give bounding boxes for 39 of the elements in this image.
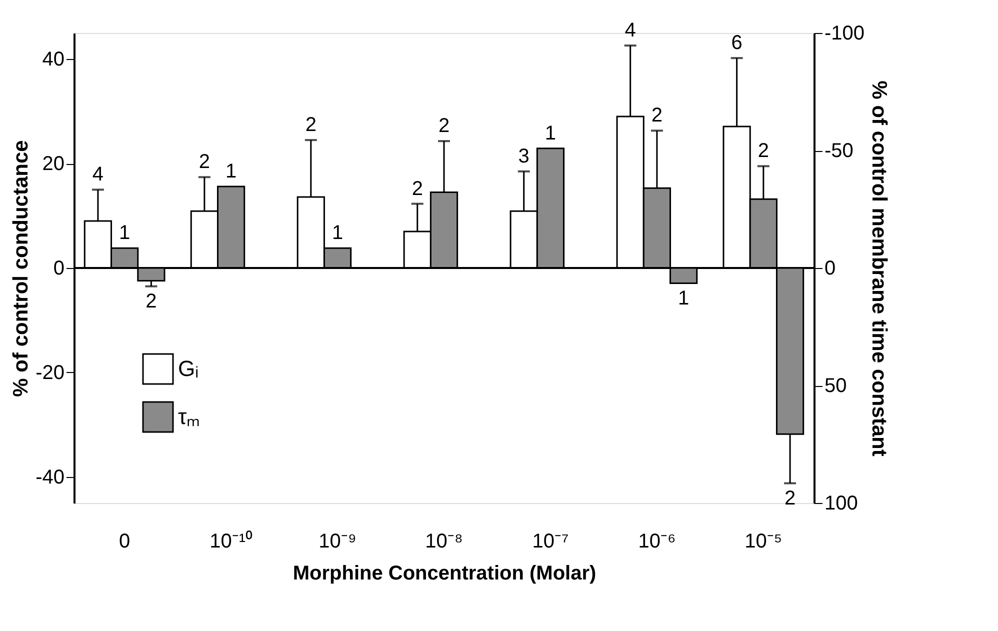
annotation: 2	[146, 290, 157, 312]
x-tick-label: 10⁻⁹	[318, 530, 356, 552]
y2-tick-label: -50	[824, 140, 854, 162]
annotation: 3	[518, 145, 530, 168]
y-tick-label: 20	[42, 153, 64, 176]
annotation: 1	[544, 122, 556, 144]
y-tick-label: 0	[53, 258, 64, 280]
annotation: 2	[784, 487, 796, 510]
x-axis-title: Morphine Concentration (Molar)	[292, 562, 596, 584]
annotation: 2	[651, 104, 663, 127]
y-tick-label: -40	[36, 466, 64, 488]
annotation: 1	[332, 222, 344, 244]
annotation: 2	[438, 115, 450, 138]
y2-tick-label: -100	[824, 22, 865, 44]
y2-tick-label: 0	[824, 258, 836, 280]
y-tick-label: -20	[36, 362, 64, 384]
annotation: 1	[119, 222, 130, 244]
annotation: 2	[198, 151, 210, 174]
x-tick-label: 10⁻⁶	[638, 530, 676, 552]
y-axis-title: % of control conductance	[10, 140, 33, 397]
annotation: 1	[678, 287, 690, 310]
y-tick-label: 40	[42, 48, 64, 71]
annotation: 2	[412, 178, 423, 200]
legend-label: Gᵢ	[178, 356, 199, 381]
annotation: 1	[225, 160, 237, 183]
x-tick-label: 10⁻¹⁰	[210, 530, 253, 552]
y2-axis-title: % of control membrane time constant	[868, 80, 891, 456]
y2-tick-label: 100	[824, 492, 858, 514]
legend-label: τₘ	[178, 404, 200, 429]
x-tick-label: 10⁻⁷	[532, 530, 569, 552]
annotation: 4	[92, 164, 104, 186]
annotation: 2	[758, 140, 769, 162]
x-tick-label: 0	[119, 530, 130, 552]
x-tick-label: 10⁻⁸	[425, 530, 463, 552]
y2-tick-label: 50	[824, 375, 847, 397]
annotation: 6	[731, 32, 742, 54]
annotation: 4	[624, 20, 636, 42]
x-tick-label: 10⁻⁵	[744, 530, 782, 552]
annotation: 2	[305, 114, 316, 136]
